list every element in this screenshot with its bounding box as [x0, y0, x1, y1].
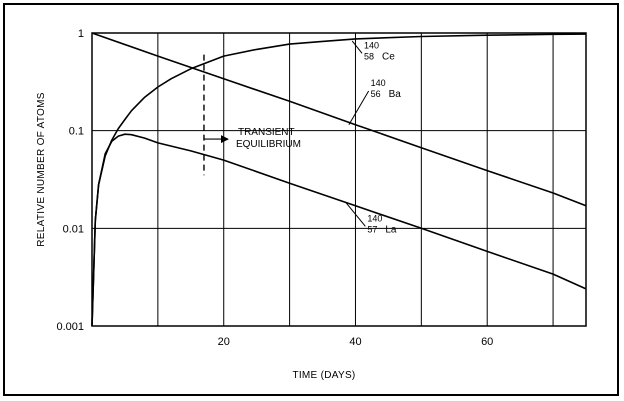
y-tick-label-0: 0.001: [56, 321, 84, 333]
ce-mass-number: 140: [364, 40, 379, 50]
ba-leader-line: [348, 90, 370, 125]
la-symbol: La: [385, 224, 397, 235]
series-group: [91, 32, 587, 327]
x-axis-label: TIME (DAYS): [292, 370, 355, 381]
x-tick-label-40: 40: [349, 336, 361, 348]
transient-label: TRANSIENT: [238, 127, 295, 138]
axes: [91, 32, 587, 327]
series-line-ce: [91, 33, 587, 327]
series-line-la: [91, 133, 587, 327]
ba-symbol: Ba: [389, 89, 402, 100]
la-leader-line: [345, 201, 366, 227]
series-line-ba: [91, 32, 587, 207]
ce-symbol: Ce: [382, 51, 395, 62]
ba-mass-number: 140: [371, 78, 386, 88]
x-tick-label-60: 60: [481, 336, 493, 348]
y-tick-label-1: 0.01: [63, 223, 84, 235]
tick-labels: 20 40 60 0.001 0.01 0.1 1: [56, 28, 493, 348]
equilibrium-label: EQUILIBRIUM: [236, 139, 301, 150]
ce-leader-line: [351, 40, 363, 54]
figure-frame: [3, 3, 619, 396]
la-mass-number: 140: [367, 213, 382, 223]
y-tick-label-2: 0.1: [69, 126, 84, 138]
y-tick-label-3: 1: [78, 28, 84, 40]
ba-atomic-number: 56: [371, 89, 381, 99]
ce-atomic-number: 58: [364, 51, 374, 61]
la-atomic-number: 57: [367, 224, 377, 234]
x-tick-label-20: 20: [218, 336, 230, 348]
plot-border: [91, 32, 587, 327]
y-axis-label: RELATIVE NUMBER OF ATOMS: [36, 92, 47, 246]
